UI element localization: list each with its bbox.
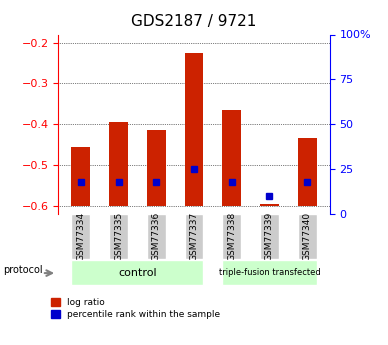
Text: GSM77336: GSM77336: [152, 212, 161, 261]
Text: GSM77340: GSM77340: [303, 212, 312, 261]
FancyBboxPatch shape: [260, 214, 279, 259]
Bar: [185, 53, 203, 206]
Text: protocol: protocol: [3, 265, 43, 275]
Text: GSM77335: GSM77335: [114, 212, 123, 261]
Bar: [298, 138, 317, 206]
Bar: [260, 204, 279, 206]
FancyBboxPatch shape: [222, 214, 241, 259]
Text: GSM77339: GSM77339: [265, 212, 274, 261]
FancyBboxPatch shape: [71, 214, 90, 259]
FancyBboxPatch shape: [109, 214, 128, 259]
FancyBboxPatch shape: [185, 214, 203, 259]
Bar: [147, 130, 166, 206]
Bar: [109, 122, 128, 206]
Text: GSM77338: GSM77338: [227, 212, 236, 261]
FancyBboxPatch shape: [298, 214, 317, 259]
FancyBboxPatch shape: [147, 214, 166, 259]
Text: control: control: [118, 268, 157, 277]
Title: GDS2187 / 9721: GDS2187 / 9721: [131, 14, 257, 29]
Bar: [71, 147, 90, 206]
Text: triple-fusion transfected: triple-fusion transfected: [218, 268, 320, 277]
FancyBboxPatch shape: [222, 260, 317, 285]
Legend: log ratio, percentile rank within the sample: log ratio, percentile rank within the sa…: [51, 298, 220, 319]
Text: GSM77334: GSM77334: [76, 212, 85, 261]
Bar: [222, 110, 241, 206]
FancyBboxPatch shape: [71, 260, 203, 285]
Text: GSM77337: GSM77337: [189, 212, 199, 261]
